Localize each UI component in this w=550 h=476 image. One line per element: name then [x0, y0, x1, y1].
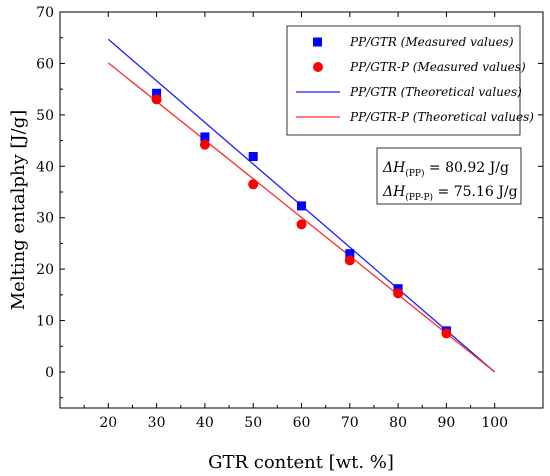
y-ticks: 0 10 20 30 40 50 60 70	[36, 5, 543, 399]
x-tick-label: 70	[341, 415, 359, 431]
x-tick-label: 80	[389, 415, 407, 431]
annotation-symbol: ΔH	[382, 160, 406, 176]
annotation-subscript: (PP-P)	[405, 192, 433, 203]
point-circle	[344, 255, 355, 266]
legend-marker-square	[313, 37, 322, 47]
legend-marker-circle	[313, 62, 323, 72]
y-tick-label: 40	[36, 159, 54, 175]
annotation-symbol: ΔH	[382, 184, 406, 200]
x-axis-title: GTR content [wt. %]	[208, 452, 394, 473]
y-tick-label: 0	[45, 365, 54, 381]
point-circle	[296, 219, 307, 230]
point-square	[345, 249, 355, 259]
annotation-line: ΔH(PP-P) = 75.16 J/g	[382, 184, 518, 203]
x-tick-label: 20	[99, 415, 117, 431]
point-square	[200, 132, 210, 142]
series-layer	[107, 38, 496, 373]
point-circle	[199, 139, 210, 150]
annotation-value: = 75.16 J/g	[433, 184, 517, 200]
series-line-3	[107, 62, 496, 373]
x-tick-label: 50	[244, 415, 262, 431]
annotation-box	[376, 147, 522, 205]
y-tick-label: 70	[36, 5, 54, 21]
point-square	[248, 152, 258, 162]
x-tick-label: 30	[148, 415, 166, 431]
y-tick-label: 50	[36, 108, 54, 124]
y-tick-label: 60	[36, 56, 54, 72]
point-square	[297, 201, 306, 211]
point-circle	[393, 288, 404, 299]
annotation-value: = 80.92 J/g	[424, 160, 508, 176]
legend-label: PP/GTR-P (Theoretical values)	[349, 110, 534, 124]
x-tick-label: 100	[481, 415, 508, 431]
x-ticks: 20 30 40 50 60 70 80 90 100	[83, 12, 508, 431]
x-tick-label: 90	[437, 415, 455, 431]
y-axis-title: Melting entalphy [J/g]	[8, 110, 29, 311]
enthalpy-annotation: ΔH(PP) = 80.92 J/gΔH(PP-P) = 75.16 J/g	[376, 147, 522, 205]
y-tick-label: 30	[36, 211, 54, 227]
legend: PP/GTR (Measured values) PP/GTR-P (Measur…	[286, 25, 534, 136]
legend-label: PP/GTR (Measured values)	[349, 35, 514, 49]
point-circle	[248, 179, 259, 190]
annotation-subscript: (PP)	[405, 168, 424, 179]
point-circle	[151, 94, 162, 105]
x-tick-label: 40	[196, 415, 214, 431]
x-tick-label: 60	[293, 415, 311, 431]
annotation-line: ΔH(PP) = 80.92 J/g	[382, 160, 509, 179]
legend-label: PP/GTR (Theoretical values)	[349, 85, 522, 99]
point-circle	[441, 328, 452, 339]
legend-label: PP/GTR-P (Measured values)	[349, 60, 526, 74]
point-square	[152, 88, 162, 98]
y-tick-label: 10	[36, 314, 54, 330]
y-tick-label: 20	[36, 262, 54, 278]
